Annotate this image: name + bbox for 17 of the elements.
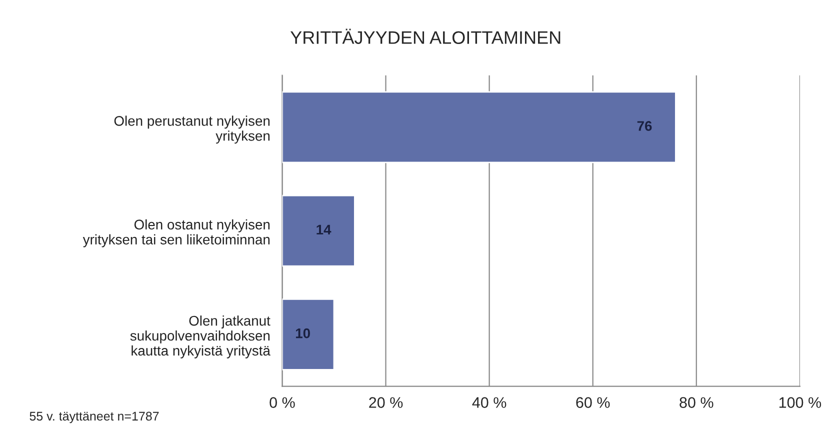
x-tick-label: 100 %: [779, 397, 822, 408]
bar: [282, 91, 676, 164]
chart-title: YRITTÄJYYDEN ALOITTAMINEN: [290, 28, 560, 44]
x-tick-label: 20 %: [369, 397, 403, 408]
x-tick-label: 80 %: [680, 397, 714, 408]
y-tick-label: Olen perustanut nykyisen yrityksen: [114, 116, 270, 144]
data-label: 14: [316, 224, 332, 234]
x-tick-label: 40 %: [472, 397, 506, 408]
text: 55 v. täyttäneet n=1787: [30, 412, 159, 424]
y-tick-label: Olen jatkanut sukupolvenvaihdoksen kautta nykyistä yritystä: [130, 316, 270, 358]
x-tick-label: 0 %: [270, 397, 295, 408]
x-tick-label: 60 %: [576, 397, 610, 408]
data-label: 10: [296, 328, 310, 338]
bar: [282, 298, 335, 370]
data-label: 76: [637, 121, 652, 131]
y-tick-label: Olen ostanut nykyisen yrityksen tai sen liiketoiminnan: [82, 219, 270, 248]
bar: [282, 194, 356, 267]
